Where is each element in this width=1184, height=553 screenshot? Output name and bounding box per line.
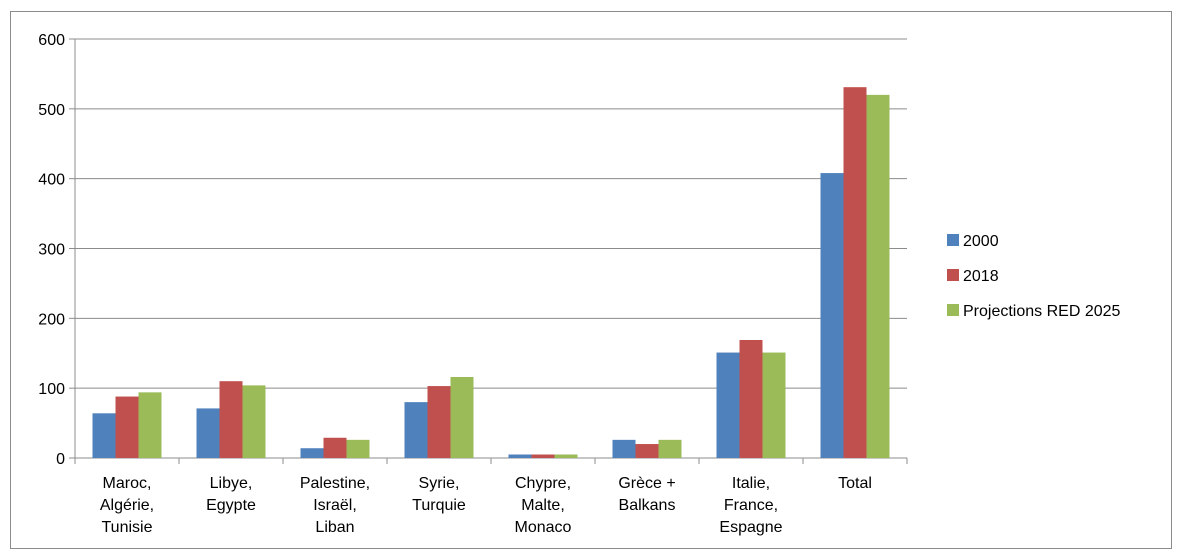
bar-2018 <box>843 87 867 458</box>
y-tick-label: 200 <box>38 311 65 328</box>
x-category-label: Liban <box>315 519 354 536</box>
bar-2000 <box>716 352 740 458</box>
x-category-label: Chypre, <box>515 475 571 492</box>
x-category-label: France, <box>724 497 778 514</box>
x-category-label: Algérie, <box>100 497 154 514</box>
y-tick-label: 100 <box>38 381 65 398</box>
legend: 2000 2018 Projections RED 2025 <box>947 233 1121 320</box>
legend-label: 2000 <box>963 233 999 250</box>
bar-2018 <box>531 454 555 458</box>
x-category-label: Egypte <box>206 497 256 514</box>
legend-swatch <box>947 269 959 281</box>
x-axis-labels: Maroc, Algérie, Tunisie Libye, Egypte Palesti… <box>100 475 872 536</box>
bar-2000 <box>196 408 220 458</box>
bar-2018 <box>635 444 659 458</box>
bar-2018 <box>219 381 243 458</box>
x-category-label: Monaco <box>515 519 572 536</box>
bar-2000 <box>612 439 636 458</box>
legend-swatch <box>947 304 959 316</box>
x-category-label: Maroc, <box>103 475 152 492</box>
bars <box>92 87 890 458</box>
legend-label: 2018 <box>963 268 999 285</box>
x-category-label: Tunisie <box>102 519 153 536</box>
bar-2018 <box>115 396 139 458</box>
bar-projections-red-2025 <box>866 94 890 458</box>
bar-2000 <box>820 173 844 458</box>
bar-projections-red-2025 <box>346 439 370 458</box>
gridlines <box>75 38 907 389</box>
y-tick-label: 0 <box>56 451 65 468</box>
bar-projections-red-2025 <box>658 439 682 458</box>
legend-swatch <box>947 234 959 246</box>
bar-2018 <box>739 339 763 458</box>
y-tick-label: 400 <box>38 172 65 189</box>
x-category-label: Balkans <box>619 497 676 514</box>
y-axis-ticks: 0 100 200 300 400 500 600 <box>38 32 65 468</box>
bar-projections-red-2025 <box>242 385 266 458</box>
bar-2000 <box>92 413 116 458</box>
x-category-label: Palestine, <box>300 475 370 492</box>
x-category-label: Libye, <box>210 475 253 492</box>
bar-2000 <box>508 454 532 458</box>
x-category-label: Malte, <box>521 497 565 514</box>
y-tick-label: 600 <box>38 32 65 49</box>
bar-projections-red-2025 <box>762 352 786 458</box>
bar-projections-red-2025 <box>450 376 474 458</box>
x-category-label: Espagne <box>719 519 782 536</box>
bar-2018 <box>427 386 451 458</box>
y-tick-label: 500 <box>38 102 65 119</box>
bar-2000 <box>300 448 324 458</box>
x-category-label: Italie, <box>732 475 770 492</box>
x-category-label: Israël, <box>313 497 357 514</box>
x-category-label: Total <box>838 475 872 492</box>
bar-projections-red-2025 <box>554 454 578 458</box>
x-category-label: Syrie, <box>419 475 460 492</box>
x-category-label: Turquie <box>412 497 466 514</box>
x-category-label: Grèce + <box>618 475 675 492</box>
bar-2000 <box>404 402 428 458</box>
chart-frame <box>10 11 1172 549</box>
y-tick-label: 300 <box>38 242 65 259</box>
legend-label: Projections RED 2025 <box>963 303 1121 320</box>
bar-2018 <box>323 437 347 458</box>
bar-projections-red-2025 <box>138 392 162 458</box>
